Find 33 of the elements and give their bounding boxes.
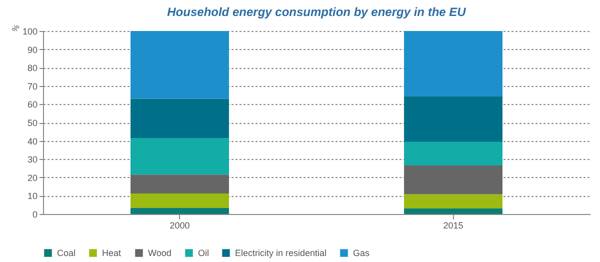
y-tick-label: 30 [27,154,38,165]
bar [404,31,502,96]
legend-label: Electricity in residential [235,248,327,258]
bar [130,138,229,175]
y-tick-label: 50 [27,118,38,128]
bar [404,166,502,194]
legend-label: Wood [148,248,172,258]
legend-label: Gas [353,248,370,258]
bar [404,194,502,209]
bar [404,208,502,214]
y-tick-label: 10 [27,191,38,202]
y-tick-label: 90 [27,44,38,55]
legend-label: Heat [102,248,122,258]
legend-label: Oil [198,248,209,258]
y-tick-label: 20 [27,172,38,183]
chart-title: Household energy consumption by energy in the EU [167,5,466,19]
y-axis-title: % [10,23,22,34]
bar [130,31,229,99]
x-tick-label: 2000 [170,220,190,230]
bar [130,174,229,194]
y-tick-label: 80 [27,63,38,74]
bar [404,142,502,166]
legend-label: Coal [57,248,76,258]
bar [404,96,502,142]
bar [130,194,229,208]
x-tick-label: 2015 [443,220,464,230]
y-tick-label: 60 [27,100,38,110]
y-tick-label: 40 [27,136,38,146]
y-tick-label: 100 [22,26,38,36]
y-tick-label: 70 [27,81,38,92]
bar [130,208,229,214]
bar [130,98,229,138]
y-tick-label: 0 [32,210,38,220]
